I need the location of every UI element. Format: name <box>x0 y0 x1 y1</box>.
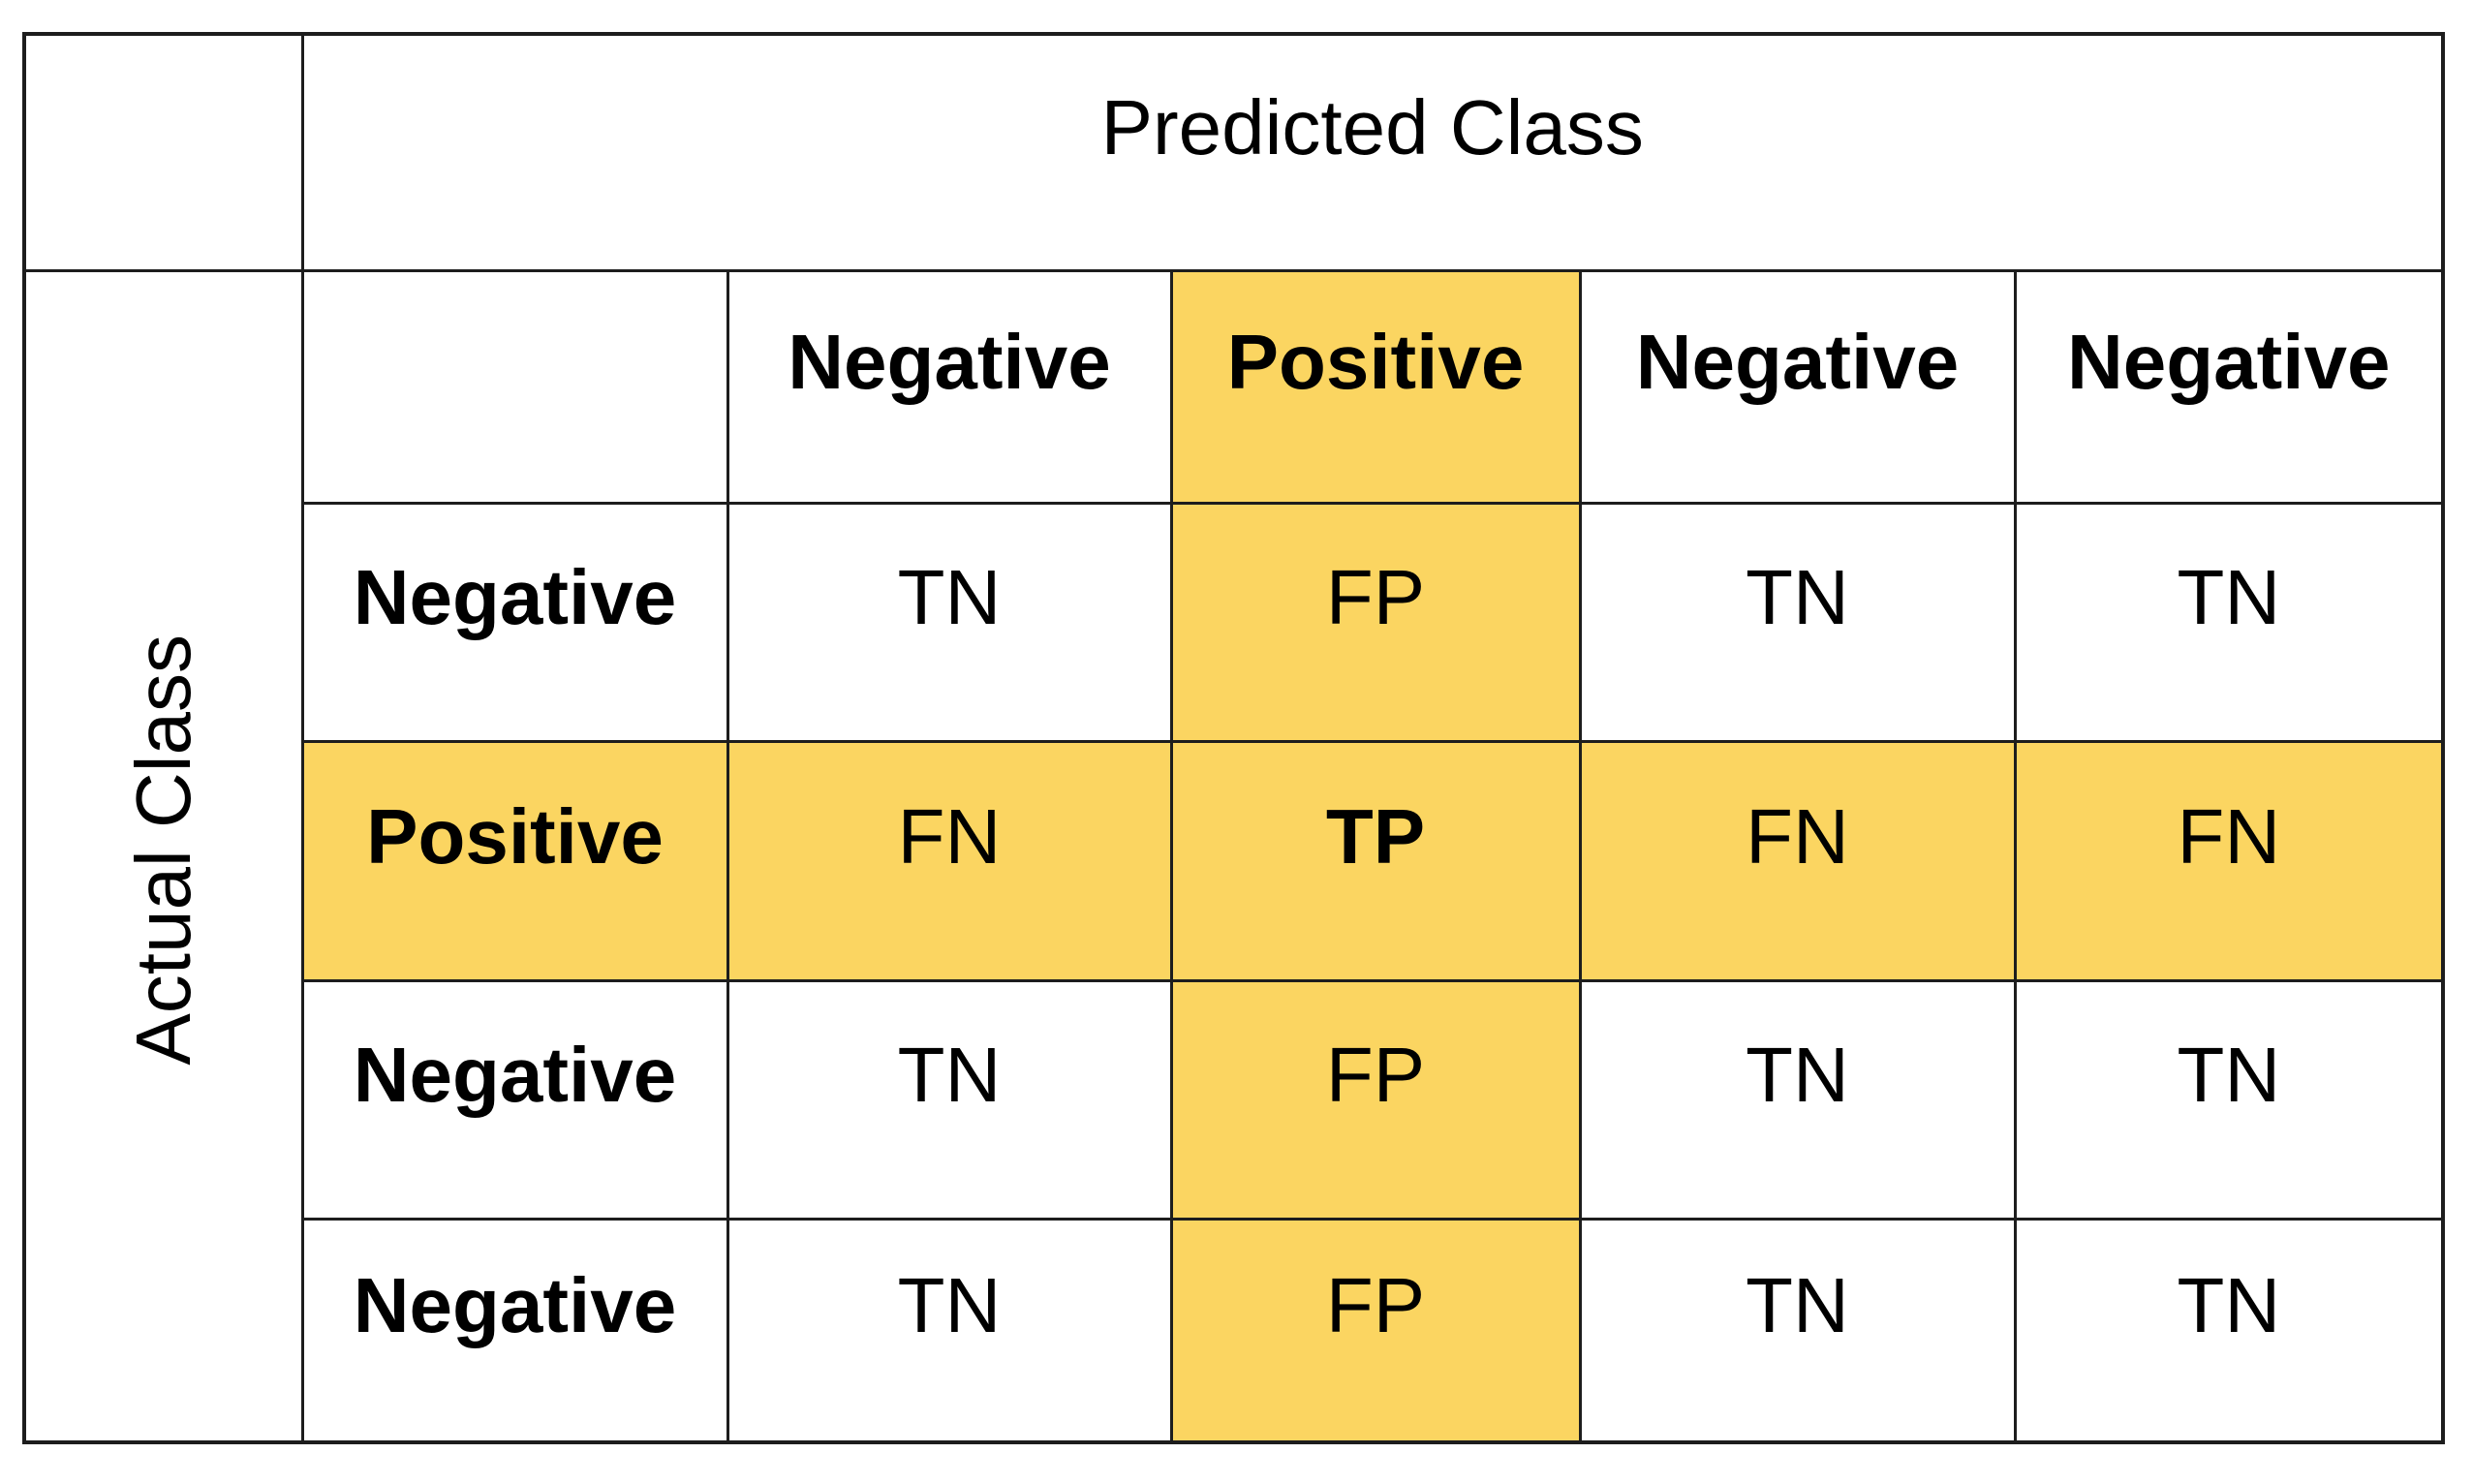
predicted-class-row: Predicted Class <box>22 32 2445 272</box>
confusion-matrix-table: Predicted Class Actual Class Negative Po… <box>22 32 2446 1444</box>
matrix-cell-fp: FP <box>1169 501 1582 743</box>
matrix-cell-tn: TN <box>726 978 1173 1221</box>
matrix-row-negative-2: Negative TN FP TN TN <box>24 978 2445 1221</box>
matrix-row-negative-1: Negative TN FP TN TN <box>24 501 2445 743</box>
column-header-negative-1: Negative <box>726 268 1173 505</box>
matrix-cell-fn: FN <box>1578 739 2017 982</box>
matrix-cell-tp: TP <box>1169 739 1582 982</box>
corner-cell <box>22 32 304 272</box>
column-header-negative-3: Negative <box>2013 268 2445 505</box>
row-label-negative-1: Negative <box>300 501 729 743</box>
matrix-row-positive: Positive FN TP FN FN <box>24 739 2445 982</box>
matrix-cell-tn: TN <box>1578 1217 2017 1444</box>
actual-class-cell: Actual Class <box>22 268 304 1444</box>
matrix-cell-fn: FN <box>726 739 1173 982</box>
matrix-cell-tn: TN <box>726 501 1173 743</box>
matrix-row-negative-3: Negative TN FP TN TN <box>24 1217 2445 1444</box>
predicted-class-label: Predicted Class <box>300 32 2445 272</box>
column-header-row: Actual Class Negative Positive Negative … <box>22 268 2445 1444</box>
actual-class-label: Actual Class <box>119 634 206 1066</box>
column-header-positive: Positive <box>1169 268 1582 505</box>
matrix-cell-tn: TN <box>2013 1217 2445 1444</box>
matrix-cell-fp: FP <box>1169 978 1582 1221</box>
matrix-cell-tn: TN <box>1578 501 2017 743</box>
row-label-positive: Positive <box>300 739 729 982</box>
row-label-negative-2: Negative <box>300 978 729 1221</box>
matrix-cell-tn: TN <box>2013 501 2445 743</box>
matrix-cell-tn: TN <box>726 1217 1173 1444</box>
column-header-negative-2: Negative <box>1578 268 2017 505</box>
matrix-cell-tn: TN <box>2013 978 2445 1221</box>
row-label-negative-3: Negative <box>300 1217 729 1444</box>
blank-header-cell <box>300 268 729 505</box>
matrix-cell-fn: FN <box>2013 739 2445 982</box>
matrix-cell-tn: TN <box>1578 978 2017 1221</box>
matrix-cell-fp: FP <box>1169 1217 1582 1444</box>
